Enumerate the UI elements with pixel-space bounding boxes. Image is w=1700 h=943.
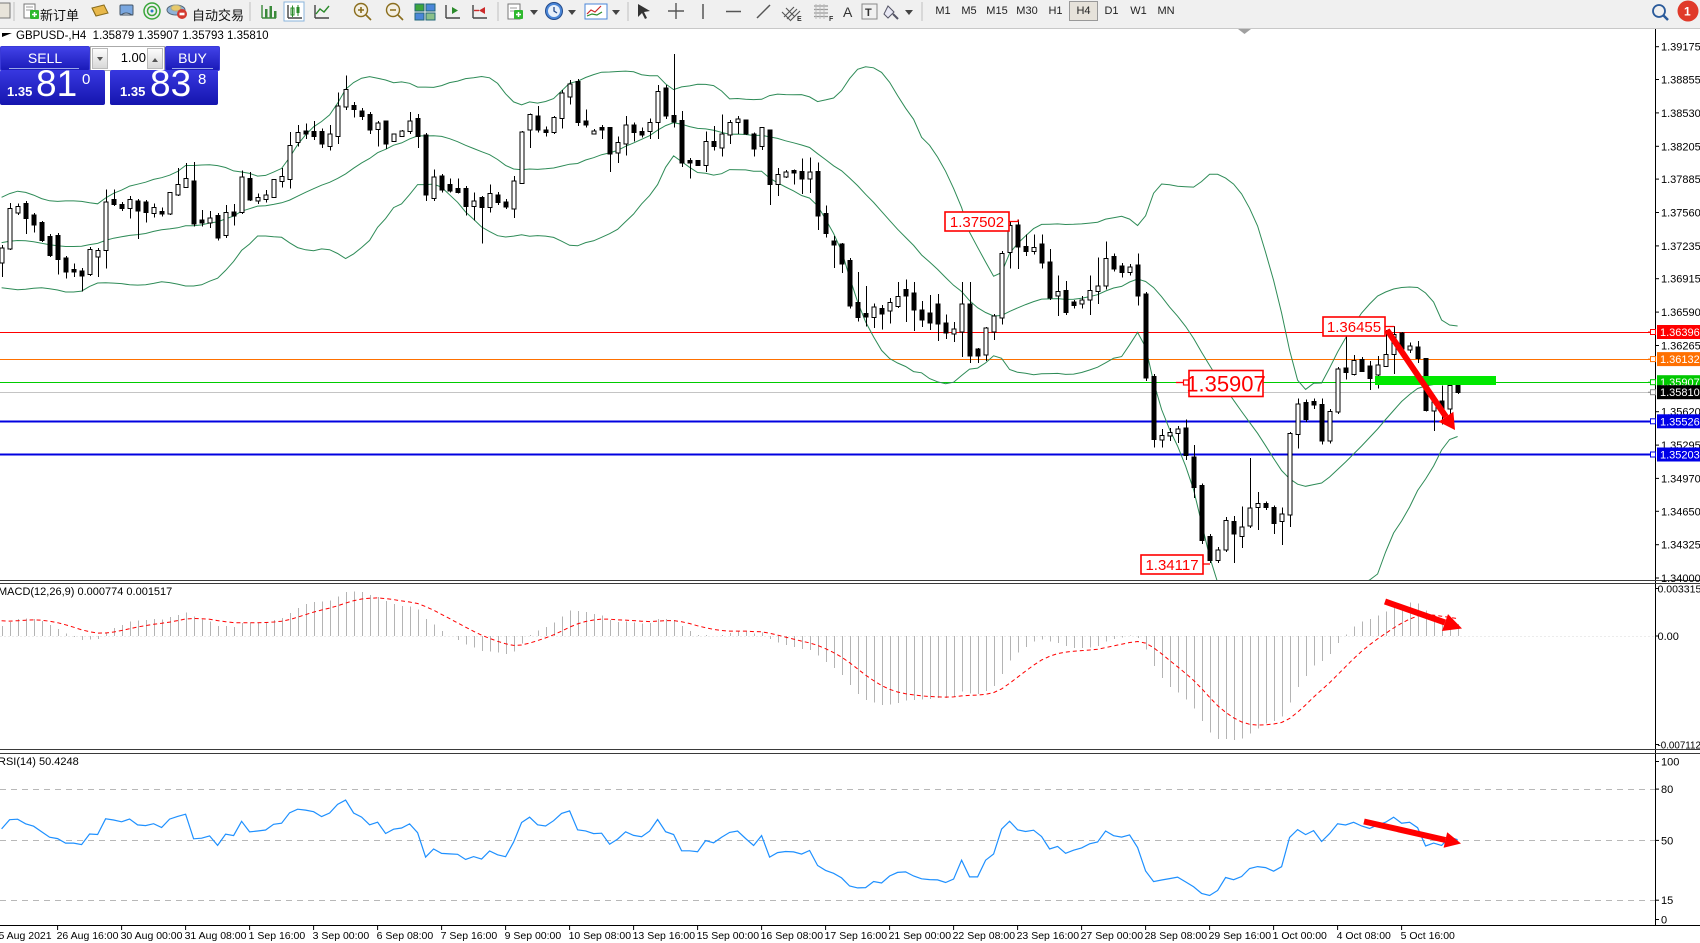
svg-text:1.35203: 1.35203 xyxy=(1660,450,1700,462)
svg-text:1: 1 xyxy=(1684,5,1691,19)
svg-text:1.38855: 1.38855 xyxy=(1661,75,1700,87)
svg-text:27 Sep 00:00: 27 Sep 00:00 xyxy=(1081,930,1144,942)
svg-text:-0.007112: -0.007112 xyxy=(1658,741,1700,752)
svg-text:1.38530: 1.38530 xyxy=(1661,108,1700,120)
svg-text:100: 100 xyxy=(1661,757,1679,769)
svg-text:28 Sep 08:00: 28 Sep 08:00 xyxy=(1145,930,1208,942)
svg-text:1.34325: 1.34325 xyxy=(1661,540,1700,552)
svg-text:0.00: 0.00 xyxy=(1658,631,1679,643)
svg-text:7 Sep 16:00: 7 Sep 16:00 xyxy=(441,930,498,942)
svg-text:1.36132: 1.36132 xyxy=(1660,354,1700,366)
svg-text:1.35907: 1.35907 xyxy=(1186,371,1266,396)
svg-text:RSI(14) 50.4248: RSI(14) 50.4248 xyxy=(0,756,79,768)
svg-text:1.36915: 1.36915 xyxy=(1661,274,1700,286)
svg-text:10 Sep 08:00: 10 Sep 08:00 xyxy=(569,930,632,942)
svg-text:E: E xyxy=(797,16,802,23)
svg-text:1.37502: 1.37502 xyxy=(950,214,1004,231)
svg-text:3 Sep 00:00: 3 Sep 00:00 xyxy=(313,930,370,942)
svg-text:0.003315: 0.003315 xyxy=(1658,584,1700,596)
svg-text:F: F xyxy=(829,16,834,23)
svg-text:1.37560: 1.37560 xyxy=(1661,208,1700,220)
svg-text:9 Sep 00:00: 9 Sep 00:00 xyxy=(505,930,562,942)
svg-text:A: A xyxy=(843,4,853,20)
svg-text:1.34000: 1.34000 xyxy=(1661,573,1700,585)
svg-text:22 Sep 08:00: 22 Sep 08:00 xyxy=(953,930,1016,942)
svg-text:80: 80 xyxy=(1661,784,1673,796)
svg-text:0: 0 xyxy=(1661,915,1667,927)
svg-text:1.36455: 1.36455 xyxy=(1327,319,1381,336)
svg-text:MACD(12,26,9) 0.000774 0.00151: MACD(12,26,9) 0.000774 0.001517 xyxy=(0,586,172,598)
svg-text:1.39175: 1.39175 xyxy=(1661,42,1700,54)
svg-text:T: T xyxy=(865,7,872,19)
svg-text:15 Sep 00:00: 15 Sep 00:00 xyxy=(697,930,760,942)
svg-text:6 Sep 08:00: 6 Sep 08:00 xyxy=(377,930,434,942)
svg-text:4 Oct 08:00: 4 Oct 08:00 xyxy=(1337,930,1391,942)
svg-text:5 Oct 16:00: 5 Oct 16:00 xyxy=(1401,930,1455,942)
svg-text:15: 15 xyxy=(1661,895,1673,907)
svg-text:25 Aug 2021: 25 Aug 2021 xyxy=(0,930,52,942)
svg-text:26 Aug 16:00: 26 Aug 16:00 xyxy=(57,930,119,942)
svg-text:1.34970: 1.34970 xyxy=(1661,473,1700,485)
svg-text:1.38205: 1.38205 xyxy=(1661,141,1700,153)
svg-text:30 Aug 00:00: 30 Aug 00:00 xyxy=(121,930,183,942)
svg-text:16 Sep 08:00: 16 Sep 08:00 xyxy=(761,930,824,942)
svg-text:1.36590: 1.36590 xyxy=(1661,307,1700,319)
svg-text:21 Sep 00:00: 21 Sep 00:00 xyxy=(889,930,952,942)
svg-text:1.37235: 1.37235 xyxy=(1661,241,1700,253)
svg-text:29 Sep 16:00: 29 Sep 16:00 xyxy=(1209,930,1272,942)
svg-text:1.34650: 1.34650 xyxy=(1661,506,1700,518)
svg-text:GBPUSD-,H4 1.35879 1.35907 1.: GBPUSD-,H4 1.35879 1.35907 1.35793 1.358… xyxy=(16,30,269,42)
svg-text:13 Sep 16:00: 13 Sep 16:00 xyxy=(633,930,696,942)
svg-text:1.34117: 1.34117 xyxy=(1145,557,1198,574)
svg-text:1.37885: 1.37885 xyxy=(1661,174,1700,186)
svg-text:1.36396: 1.36396 xyxy=(1660,327,1700,339)
svg-text:23 Sep 16:00: 23 Sep 16:00 xyxy=(1017,930,1080,942)
svg-text:1.36265: 1.36265 xyxy=(1661,341,1700,353)
svg-text:1.35526: 1.35526 xyxy=(1660,416,1700,428)
svg-text:31 Aug 08:00: 31 Aug 08:00 xyxy=(185,930,247,942)
svg-text:17 Sep 16:00: 17 Sep 16:00 xyxy=(825,930,888,942)
svg-text:1 Sep 16:00: 1 Sep 16:00 xyxy=(249,930,306,942)
svg-text:1 Oct 00:00: 1 Oct 00:00 xyxy=(1273,930,1327,942)
svg-text:50: 50 xyxy=(1661,835,1673,847)
svg-text:1.35810: 1.35810 xyxy=(1660,387,1700,399)
